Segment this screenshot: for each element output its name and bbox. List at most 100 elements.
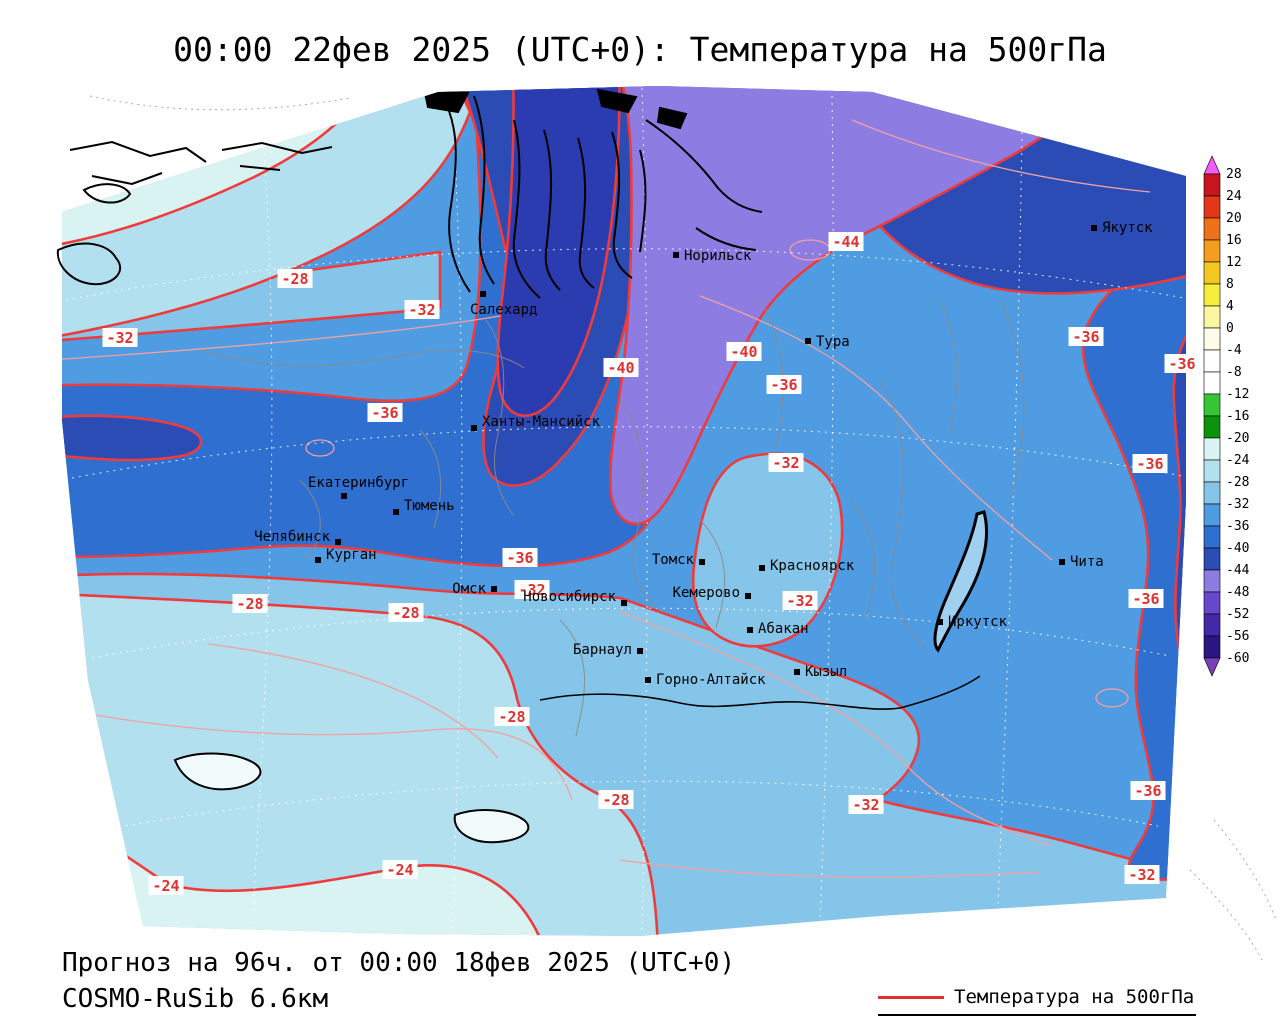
graticule-line xyxy=(819,95,834,925)
city-label: Тюмень xyxy=(404,498,455,514)
city-label: Чита xyxy=(1070,554,1104,570)
contour-label: -36 xyxy=(1136,455,1163,473)
contour-label: -32 xyxy=(852,796,879,814)
minor-isotherm-loop xyxy=(1095,688,1129,708)
colorbar-label: -12 xyxy=(1226,387,1249,402)
city-label: Горно-Алтайск xyxy=(656,672,766,688)
contour-label: -36 xyxy=(1072,328,1099,346)
city-marker-dot xyxy=(745,593,751,599)
coastline xyxy=(221,141,333,171)
minor-isotherm xyxy=(62,315,501,363)
colorbar-segment xyxy=(1203,635,1221,659)
colorbar-label: -44 xyxy=(1226,563,1250,578)
city-marker-dot xyxy=(335,539,341,545)
colorbar-label: 16 xyxy=(1226,233,1242,248)
contour-label: -36 xyxy=(371,404,398,422)
city-label: Ханты-Мансийск xyxy=(482,414,601,430)
colorbar-label: 8 xyxy=(1226,277,1234,292)
graticule-line xyxy=(1213,819,1277,921)
colorbar-segment xyxy=(1203,327,1221,351)
legend-label: Температура на 500гПа xyxy=(954,986,1195,1008)
contour-label: -28 xyxy=(392,604,419,622)
colorbar-label: -8 xyxy=(1226,365,1242,380)
contour-label-box xyxy=(768,453,804,472)
colorbar-label: -52 xyxy=(1226,607,1249,622)
coastlines-outer xyxy=(56,140,333,286)
colorbar-segment xyxy=(1203,547,1221,571)
colorbar-segment xyxy=(1203,415,1221,439)
city-marker-dot xyxy=(805,338,811,344)
island xyxy=(656,106,688,130)
contour-label: -44 xyxy=(832,233,859,251)
colorbar-label: -20 xyxy=(1226,431,1249,446)
contour-label-box xyxy=(367,403,403,422)
city-marker-dot xyxy=(794,669,800,675)
outer-graticule xyxy=(89,95,1277,961)
contour-label: -28 xyxy=(498,708,525,726)
minor-isotherm xyxy=(699,295,1053,561)
contour-label-box xyxy=(726,342,762,361)
admin-boundary xyxy=(879,379,927,649)
graticule-line xyxy=(91,607,1171,659)
graticule-line xyxy=(251,117,273,929)
coastline xyxy=(56,242,122,286)
model-domain xyxy=(62,86,1186,936)
admin-boundary xyxy=(849,499,875,619)
colorbar-segment xyxy=(1203,481,1221,505)
colorbar-label: 4 xyxy=(1226,299,1234,314)
colorbar-segment xyxy=(1203,283,1221,307)
city-marker-dot xyxy=(637,648,643,654)
city-label: Кемерово xyxy=(673,585,740,601)
graticule-line xyxy=(71,426,1183,479)
graticule-line xyxy=(1189,869,1263,961)
colorbar-segment xyxy=(1203,569,1221,593)
colorbar-segment xyxy=(1203,173,1221,197)
city-label: Красноярск xyxy=(770,558,855,574)
map-title: 00:00 22фев 2025 (UTC+0): Температура на… xyxy=(173,30,1107,69)
city-marker-dot xyxy=(480,291,486,297)
contour-label-box xyxy=(848,795,884,814)
colorbar-label: -28 xyxy=(1226,475,1249,490)
city-marker-dot xyxy=(1059,559,1065,565)
coastline xyxy=(645,119,763,251)
contour-label-box xyxy=(828,232,864,251)
city-label: Тура xyxy=(816,334,850,350)
city-label: Иркутск xyxy=(948,614,1008,630)
city-marker-dot xyxy=(491,586,497,592)
city-marker-dot xyxy=(645,677,651,683)
contour-label-box xyxy=(1128,589,1164,608)
colorbar-label: 28 xyxy=(1226,167,1242,182)
contour-label-box xyxy=(277,269,313,288)
contour-label-box xyxy=(232,594,268,613)
contour-label-box xyxy=(494,707,530,726)
colorbar-segment xyxy=(1203,305,1221,329)
city-label: Курган xyxy=(326,547,377,563)
colorbar: 28 24 20 16 12 8 4 0 -4 -8 -12 -16 -20 -24 -28 -32 -36 -4… xyxy=(1203,155,1250,677)
colorbar-segment xyxy=(1203,393,1221,417)
minor-isotherm xyxy=(619,859,1041,878)
colorbar-label: -60 xyxy=(1226,651,1249,666)
admin-boundary xyxy=(999,299,1025,497)
contour-label: -32 xyxy=(786,592,813,610)
contour-label: -32 xyxy=(106,329,133,347)
region-44-48-purple xyxy=(596,86,1157,526)
legend-divider xyxy=(878,1014,1196,1016)
contour-label-box xyxy=(1132,454,1168,473)
forecast-info: Прогноз на 96ч. от 00:00 18фев 2025 (UTC… xyxy=(62,948,736,978)
contour-label-box xyxy=(102,328,138,347)
coastline xyxy=(577,137,595,289)
contour-label-box xyxy=(382,860,418,879)
colorbar-segment xyxy=(1203,371,1221,395)
contour-label-box xyxy=(514,580,550,599)
colorbar-label: -4 xyxy=(1226,343,1242,358)
coastline xyxy=(512,119,561,299)
contour-label-box xyxy=(404,300,440,319)
model-info: COSMO-RuSib 6.6км xyxy=(62,984,329,1014)
city-label: Абакан xyxy=(758,621,809,637)
lake xyxy=(453,809,530,844)
minor-isotherm xyxy=(619,611,1053,847)
colorbar-label: 12 xyxy=(1226,255,1242,270)
national-border xyxy=(899,675,981,709)
national-border xyxy=(539,693,901,710)
